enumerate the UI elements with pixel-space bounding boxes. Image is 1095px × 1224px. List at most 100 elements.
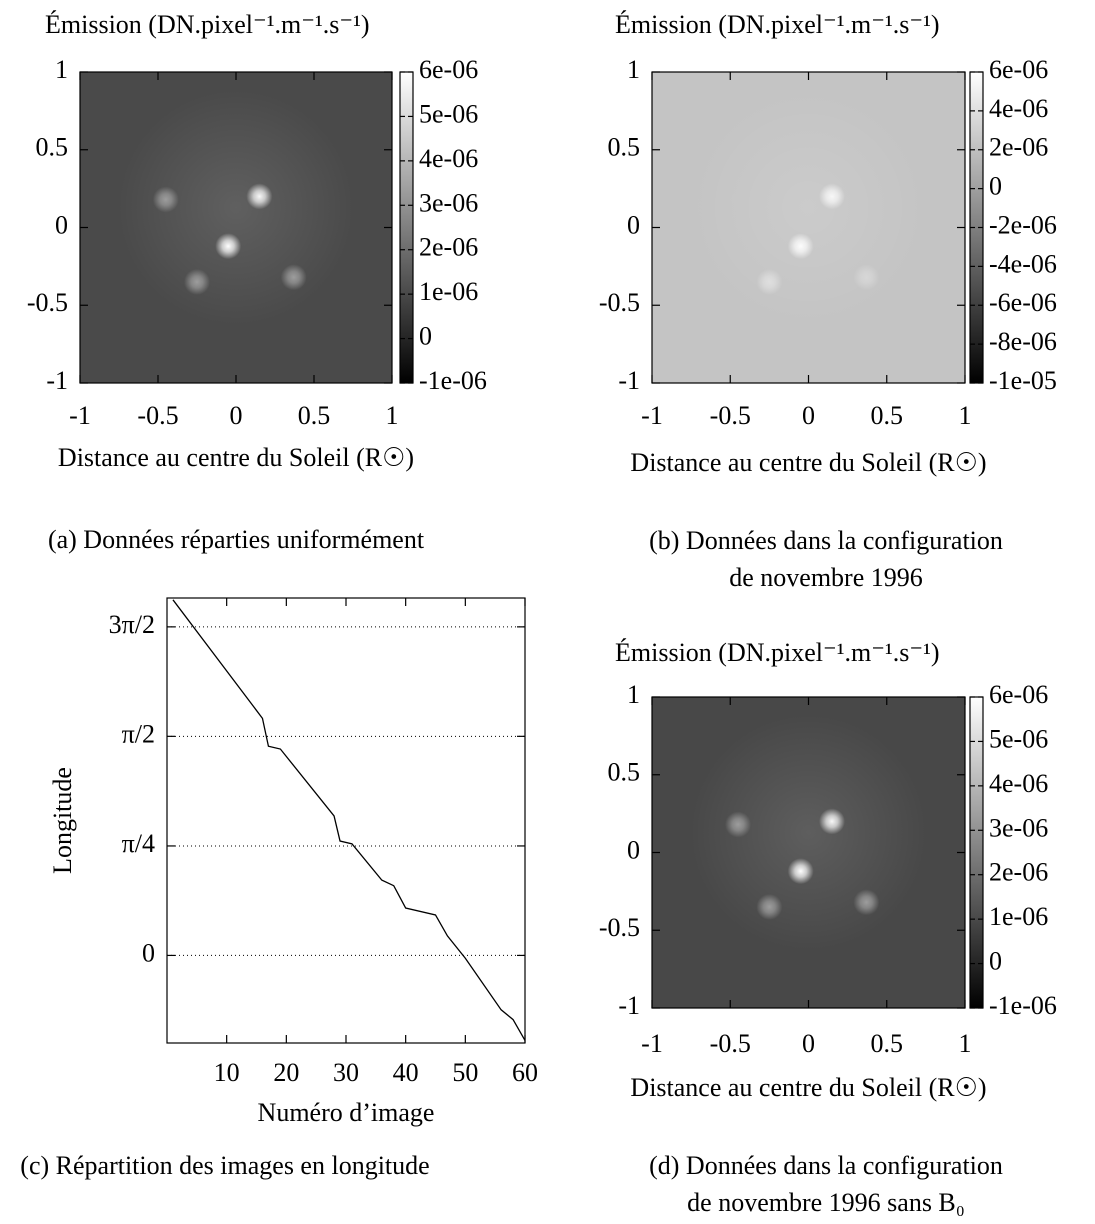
colorbar-tick-label: -6e-06	[989, 288, 1057, 317]
y-tick-label: 1	[55, 55, 68, 84]
x-tick-label: -1	[69, 401, 91, 430]
emission-source	[787, 233, 814, 260]
emission-source	[818, 808, 845, 835]
caption: (b) Données dans la configuration	[649, 526, 1003, 555]
x-tick-label: 1	[959, 401, 972, 430]
x-tick-label: -0.5	[710, 401, 751, 430]
y-tick-label: 0.5	[608, 758, 641, 787]
x-tick-label: 1	[959, 1029, 972, 1058]
x-tick-label: 40	[393, 1058, 419, 1087]
x-tick-label: 50	[452, 1058, 478, 1087]
colorbar-tick-label: 4e-06	[419, 144, 478, 173]
x-tick-label: -0.5	[710, 1029, 751, 1058]
emission-source	[152, 186, 179, 213]
y-tick-label: 0.5	[608, 133, 641, 162]
x-tick-label: 20	[273, 1058, 299, 1087]
y-tick-label: -1	[46, 366, 68, 395]
caption: (a) Données réparties uniformément	[48, 525, 425, 554]
emission-source	[853, 889, 880, 916]
colorbar-tick-label: -1e-05	[989, 366, 1057, 395]
colorbar-tick-label: 6e-06	[419, 55, 478, 84]
y-tick-label: 0	[142, 938, 155, 967]
y-tick-label: 0	[55, 210, 68, 239]
caption: (d) Données dans la configuration	[649, 1151, 1003, 1180]
colorbar-tick-label: 4e-06	[989, 94, 1048, 123]
colorbar-tick-label: 2e-06	[989, 858, 1048, 887]
emission-source	[853, 264, 880, 291]
x-tick-label: 0.5	[298, 401, 331, 430]
emission-source	[756, 893, 783, 920]
plot-frame	[651, 71, 966, 384]
y-tick-label: 1	[627, 55, 640, 84]
y-tick-label: 0	[627, 835, 640, 864]
emission-source	[725, 186, 752, 213]
plot-frame	[651, 696, 966, 1009]
y-tick-label: 0	[627, 210, 640, 239]
y-tick-label: -0.5	[599, 913, 640, 942]
caption: (c) Répartition des images en longitude	[20, 1151, 429, 1180]
emission-source	[215, 233, 242, 260]
x-tick-label: 60	[512, 1058, 538, 1087]
halo	[117, 88, 355, 327]
emission-source	[787, 858, 814, 885]
x-axis-label: Distance au centre du Soleil (R☉)	[58, 443, 414, 472]
colorbar	[399, 71, 414, 384]
chart-title: Émission (DN.pixel⁻¹.m⁻¹.s⁻¹)	[45, 10, 370, 39]
colorbar-tick-label: 1e-06	[989, 902, 1048, 931]
colorbar-tick-label: 0	[419, 322, 432, 351]
x-tick-label: 10	[214, 1058, 240, 1087]
colorbar-tick-label: 5e-06	[989, 724, 1048, 753]
colorbar-tick-label: -4e-06	[989, 249, 1057, 278]
colorbar-tick-label: 5e-06	[419, 99, 478, 128]
y-tick-label: -0.5	[599, 288, 640, 317]
y-tick-label: -1	[618, 991, 640, 1020]
emission-source	[756, 268, 783, 295]
x-tick-label: 0	[802, 1029, 815, 1058]
colorbar-tick-label: 0	[989, 947, 1002, 976]
y-tick-label: 3π/2	[109, 610, 155, 639]
colorbar-tick-label: 1e-06	[419, 277, 478, 306]
colorbar-tick-label: 4e-06	[989, 769, 1048, 798]
colorbar-tick-label: 0	[989, 172, 1002, 201]
x-tick-label: 0	[802, 401, 815, 430]
colorbar-tick-label: 2e-06	[989, 133, 1048, 162]
emission-source	[280, 264, 307, 291]
caption: de novembre 1996	[729, 563, 923, 592]
halo	[689, 88, 928, 327]
x-tick-label: 0	[230, 401, 243, 430]
colorbar-tick-label: 2e-06	[419, 233, 478, 262]
halo	[689, 713, 928, 952]
y-tick-label: π/4	[122, 829, 155, 858]
x-tick-label: 1	[386, 401, 399, 430]
emission-source	[725, 811, 752, 838]
x-tick-label: 0.5	[871, 401, 904, 430]
y-axis-label: Longitude	[48, 767, 77, 874]
data-line	[172, 599, 526, 1041]
chart-title: Émission (DN.pixel⁻¹.m⁻¹.s⁻¹)	[615, 10, 940, 39]
colorbar-tick-label: 6e-06	[989, 55, 1048, 84]
colorbar	[969, 696, 984, 1009]
colorbar-tick-label: 3e-06	[989, 813, 1048, 842]
plot-frame	[79, 71, 393, 384]
y-tick-label: -0.5	[27, 288, 68, 317]
emission-source	[246, 183, 273, 210]
colorbar-tick-label: 6e-06	[989, 680, 1048, 709]
emission-source	[184, 268, 210, 295]
emission-source	[818, 183, 845, 210]
plot-frame	[166, 597, 526, 1044]
colorbar-tick-label: 3e-06	[419, 188, 478, 217]
x-axis-label: Distance au centre du Soleil (R☉)	[630, 1073, 986, 1102]
caption: de novembre 1996 sans B₀	[687, 1188, 965, 1217]
x-tick-label: -1	[641, 401, 663, 430]
x-tick-label: 30	[333, 1058, 359, 1087]
x-tick-label: 0.5	[871, 1029, 904, 1058]
y-tick-label: -1	[618, 366, 640, 395]
y-tick-label: π/2	[122, 719, 155, 748]
colorbar-tick-label: -2e-06	[989, 210, 1057, 239]
y-tick-label: 1	[627, 680, 640, 709]
x-tick-label: -0.5	[137, 401, 178, 430]
colorbar-tick-label: -8e-06	[989, 327, 1057, 356]
x-axis-label: Numéro d’image	[258, 1098, 435, 1127]
